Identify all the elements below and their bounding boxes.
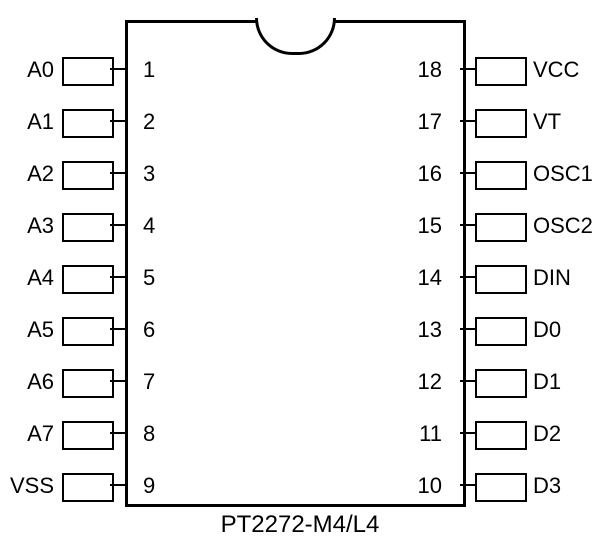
pin-number: 8 bbox=[143, 421, 155, 447]
pin-number: 12 bbox=[402, 369, 442, 395]
pin-number: 14 bbox=[402, 265, 442, 291]
pin-label: VSS bbox=[0, 473, 54, 499]
pin-lead bbox=[110, 68, 125, 70]
pin-box bbox=[475, 57, 527, 86]
pin-lead bbox=[460, 224, 475, 226]
pin-lead bbox=[460, 172, 475, 174]
pin-number: 17 bbox=[402, 109, 442, 135]
pin-label: A7 bbox=[0, 421, 54, 447]
pin-number: 4 bbox=[143, 213, 155, 239]
pin-lead bbox=[460, 68, 475, 70]
pin-number: 3 bbox=[143, 161, 155, 187]
pin-box bbox=[475, 213, 527, 242]
pin-lead bbox=[110, 276, 125, 278]
pin-lead bbox=[110, 224, 125, 226]
pin-label: D3 bbox=[533, 473, 561, 499]
pin-number: 9 bbox=[143, 473, 155, 499]
pin-box bbox=[62, 421, 114, 450]
pin-number: 10 bbox=[402, 473, 442, 499]
pin-number: 11 bbox=[402, 421, 442, 447]
pin-lead bbox=[460, 120, 475, 122]
pin-box bbox=[475, 265, 527, 294]
pin-number: 2 bbox=[143, 109, 155, 135]
pin-box bbox=[62, 369, 114, 398]
pin-box bbox=[62, 161, 114, 190]
pin-label: DIN bbox=[533, 265, 571, 291]
pin-lead bbox=[460, 432, 475, 434]
pin-label: A6 bbox=[0, 369, 54, 395]
pin-label: A1 bbox=[0, 109, 54, 135]
pin-lead bbox=[110, 484, 125, 486]
pin-number: 13 bbox=[402, 317, 442, 343]
pin-lead bbox=[460, 328, 475, 330]
pin-number: 15 bbox=[402, 213, 442, 239]
pinout-diagram: A0 1 A1 2 A2 3 A3 4 A4 5 A5 6 A6 7 A7 8 VSS 9 18 VCC 17 VT 16 O… bbox=[0, 0, 600, 548]
pin-lead bbox=[110, 328, 125, 330]
pin-lead bbox=[110, 380, 125, 382]
pin-box bbox=[62, 213, 114, 242]
pin-label: D2 bbox=[533, 421, 561, 447]
pin-box bbox=[475, 109, 527, 138]
pin-box bbox=[62, 317, 114, 346]
pin-label: D1 bbox=[533, 369, 561, 395]
pin-lead bbox=[110, 432, 125, 434]
pin-box bbox=[475, 369, 527, 398]
pin-lead bbox=[460, 276, 475, 278]
pin-number: 18 bbox=[402, 57, 442, 83]
pin-label: VT bbox=[533, 109, 561, 135]
pin-box bbox=[475, 161, 527, 190]
pin-box bbox=[475, 473, 527, 502]
pin-label: VCC bbox=[533, 57, 579, 83]
pin-label: A4 bbox=[0, 265, 54, 291]
pin-box bbox=[475, 317, 527, 346]
pin-number: 7 bbox=[143, 369, 155, 395]
pin-lead bbox=[110, 172, 125, 174]
pin-box bbox=[62, 57, 114, 86]
pin-label: OSC2 bbox=[533, 213, 593, 239]
pin-lead bbox=[460, 484, 475, 486]
part-name: PT2272-M4/L4 bbox=[0, 511, 600, 539]
pin-label: A0 bbox=[0, 57, 54, 83]
pin-number: 16 bbox=[402, 161, 442, 187]
pin-box bbox=[475, 421, 527, 450]
pin-label: A5 bbox=[0, 317, 54, 343]
pin-lead bbox=[460, 380, 475, 382]
pin-number: 1 bbox=[143, 57, 155, 83]
pin-label: OSC1 bbox=[533, 161, 593, 187]
pin-label: A2 bbox=[0, 161, 54, 187]
pin-box bbox=[62, 109, 114, 138]
pin-label: A3 bbox=[0, 213, 54, 239]
pin-lead bbox=[110, 120, 125, 122]
pin-box bbox=[62, 265, 114, 294]
pin-label: D0 bbox=[533, 317, 561, 343]
pin-box bbox=[62, 473, 114, 502]
pin-number: 6 bbox=[143, 317, 155, 343]
pin-number: 5 bbox=[143, 265, 155, 291]
